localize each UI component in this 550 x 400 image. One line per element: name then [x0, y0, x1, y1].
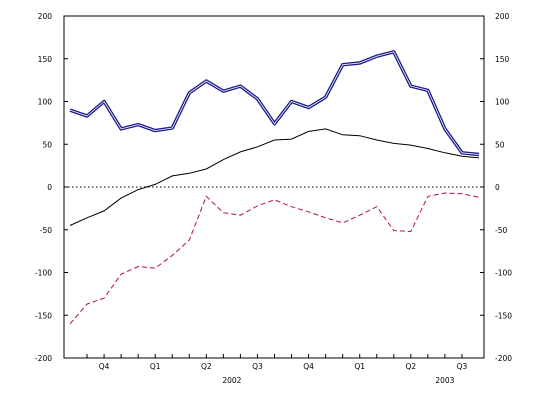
x-period-label: Q1	[354, 362, 365, 371]
x-year-label: 2002	[222, 376, 241, 385]
y-tick-label-right: 150	[495, 55, 510, 64]
x-period-label: Q4	[99, 362, 110, 371]
x-period-label: Q2	[201, 362, 212, 371]
y-tick-label-right: -100	[495, 269, 512, 278]
series-layer	[69, 50, 480, 325]
y-axis-right: -200 -150 -100 -50 0 50 100 150 200	[480, 12, 512, 363]
plot-area	[63, 15, 485, 359]
x-period-label: Q4	[303, 362, 314, 371]
y-tick-label-left: 100	[38, 98, 53, 107]
x-period-label: Q2	[405, 362, 416, 371]
y-tick-label-left: 50	[42, 140, 52, 149]
series-line-1-inner	[69, 51, 480, 155]
y-tick-label-left: 200	[38, 12, 53, 21]
y-tick-label-right: -150	[495, 311, 512, 320]
y-tick-label-left: -200	[35, 354, 52, 363]
x-axis: Q4 Q1 Q2 Q3 Q4 Q1 Q2 Q3 2002 2003	[86, 354, 468, 385]
y-tick-label-left: -150	[35, 311, 52, 320]
y-tick-label-left: -100	[35, 269, 52, 278]
y-tick-label-right: -200	[495, 354, 512, 363]
x-period-label: Q3	[457, 362, 468, 371]
y-tick-label-right: 50	[495, 140, 505, 149]
series-line-2	[69, 128, 480, 226]
series-line-3	[69, 192, 480, 325]
y-tick-label-right: 100	[495, 98, 510, 107]
x-period-label: Q3	[252, 362, 263, 371]
x-period-label: Q1	[150, 362, 161, 371]
y-tick-label-right: 200	[495, 12, 510, 21]
y-tick-label-left: 0	[47, 183, 52, 192]
y-tick-label-left: 150	[38, 55, 53, 64]
y-tick-label-right: -50	[495, 226, 507, 235]
x-year-label: 2003	[435, 376, 454, 385]
y-axis-left: -200 -150 -100 -50 0 50 100 150 200	[35, 12, 68, 363]
y-tick-label-left: -50	[40, 226, 52, 235]
y-tick-label-right: 0	[495, 183, 500, 192]
